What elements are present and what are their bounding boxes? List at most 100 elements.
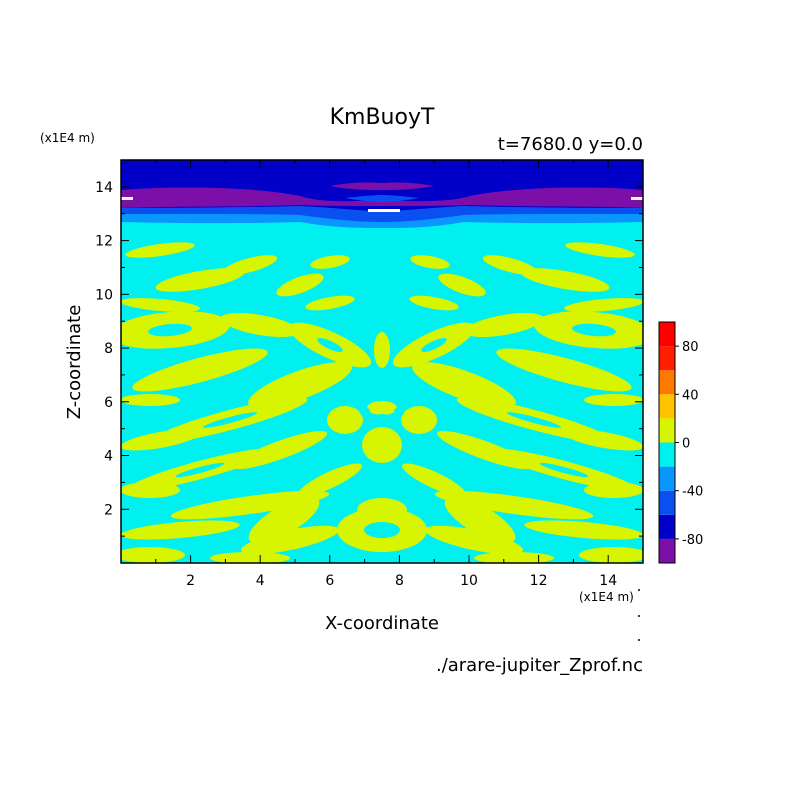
white-streak-left [121,197,133,200]
x-axis-label: X-coordinate [325,613,439,634]
colorbar-tick-label: 80 [682,340,699,355]
chart-title: KmBuoyT [330,105,435,130]
footer-dots [638,589,640,641]
white-streak-right [631,197,643,200]
positive-region [524,520,643,540]
positive-region [584,394,643,406]
positive-region [410,255,450,269]
chart-subtitle: t=7680.0 y=0.0 [498,134,643,155]
colorbar-swatch [659,394,675,419]
band-blue-mid [121,206,643,224]
positive-region [121,429,200,451]
negative-region [539,462,589,478]
colorbar-tick-label: 0 [682,437,690,452]
colorbar-swatch [659,346,675,371]
x-axis: 2 4 6 8 10 12 14 [155,160,617,589]
band-upper-center-blue [345,195,419,202]
negative-region [394,407,404,417]
white-streak-center [368,209,400,212]
x-tick-label: 12 [530,573,548,589]
positive-region [121,394,180,406]
y-tick-label: 6 [104,395,113,411]
positive-region [121,547,185,563]
x-tick-label: 4 [256,573,265,589]
negative-region [506,412,562,428]
negative-region [572,323,616,337]
colorbar-swatch [659,322,675,347]
positive-region [565,242,635,258]
y-tick-label: 12 [95,234,113,250]
positive-region [412,362,516,408]
colorbar-swatch [659,490,675,515]
x-tick-label: 6 [325,573,334,589]
positive-region [276,273,324,297]
y-tick-label: 2 [104,502,113,518]
negative-region [364,522,400,538]
colorbar: -80 -40 0 40 80 [658,321,703,564]
y-tick-label: 10 [95,287,113,303]
x-tick-label: 14 [599,573,617,589]
colorbar-tick-label: -80 [682,533,703,548]
y-axis: 2 4 6 8 10 12 14 [95,180,643,537]
band-dark-blue [121,160,643,182]
negative-region [360,407,370,417]
positive-region [402,463,466,497]
band-light-blue [121,214,643,228]
y-axis-label: Z-coordinate [64,305,85,420]
band-purple [121,187,643,208]
positive-region [564,429,643,451]
positive-region [367,401,397,415]
colorbar-swatch [659,538,675,563]
colorbar-tick-label: 40 [682,388,699,403]
colorbar-swatch [659,514,675,539]
colorbar-swatch [659,418,675,443]
positive-region [310,255,350,269]
colorbar-swatch [659,442,675,467]
x-tick-label: 10 [460,573,478,589]
positive-region [305,295,355,311]
source-file: ./arare-jupiter_Zprof.nc [436,655,643,676]
colorbar-tick-label: -40 [682,485,703,500]
plot-frame [120,159,644,564]
positive-region [121,298,200,312]
positive-region [579,547,643,563]
positive-region [241,525,339,555]
positive-region [220,312,300,338]
positive-region [401,406,437,434]
positive-region [425,525,523,555]
positive-region [298,463,362,497]
positive-region [374,332,390,368]
y-tick-label: 8 [104,341,113,357]
positive-region [362,427,402,463]
negative-region [175,462,225,478]
positive-region [474,552,554,563]
contour-regions [121,242,643,563]
positive-region [132,348,268,392]
positive-region [210,552,290,563]
positive-region [409,295,459,311]
x-unit-label: (x1E4 m) [579,590,634,604]
positive-region [584,482,643,498]
colorbar-swatch [659,370,675,395]
negative-region [148,323,192,337]
colorbar-swatch [659,466,675,491]
positive-region [248,362,352,408]
x-tick-label: 2 [186,573,195,589]
negative-region [202,412,258,428]
band-top-purple-center [330,182,434,190]
positive-region [564,298,643,312]
y-unit-label: (x1E4 m) [40,131,95,145]
negative-region [421,338,447,352]
x-tick-label: 8 [395,573,404,589]
positive-region [496,348,632,392]
positive-region [121,482,180,498]
positive-region [125,242,195,258]
negative-region [317,338,343,352]
negative-region [372,414,392,426]
positive-region [327,406,363,434]
positive-region [438,273,486,297]
positive-region [248,496,320,544]
y-tick-label: 4 [104,449,113,465]
